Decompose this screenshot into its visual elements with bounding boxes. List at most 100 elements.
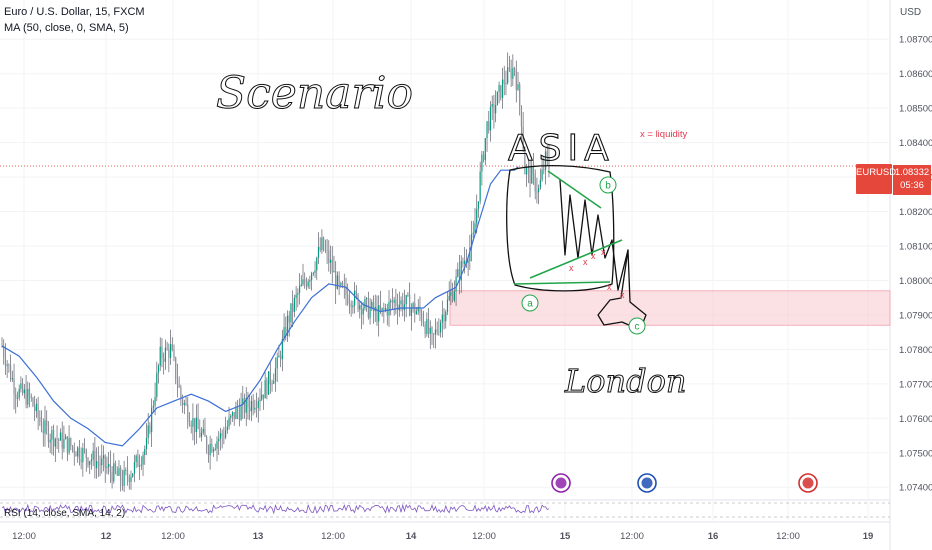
candle-body: [297, 292, 299, 295]
candle-body: [235, 406, 237, 419]
candle-body: [154, 396, 156, 406]
candle-body: [364, 298, 366, 309]
candle-body: [400, 300, 402, 305]
candle-body: [281, 338, 283, 360]
candle-body: [276, 357, 278, 369]
candle-body: [30, 395, 32, 399]
annotation-london: London: [564, 362, 686, 400]
candle-body: [391, 300, 394, 303]
candle-body: [470, 234, 473, 248]
candle-body: [187, 404, 189, 422]
candle-body: [243, 398, 246, 413]
candle-body: [405, 295, 407, 305]
candle-body: [192, 418, 194, 427]
candle-body: [73, 447, 75, 454]
candle-body: [221, 433, 223, 437]
liquidity-x-mark: x: [607, 282, 612, 292]
candle-body: [541, 169, 543, 180]
liquidity-x-mark: x: [569, 263, 574, 273]
candle-body: [436, 329, 438, 332]
candle-body: [486, 121, 488, 139]
candle-body: [524, 149, 526, 175]
y-tick-label: 1.08700: [899, 35, 932, 46]
candle-body: [441, 314, 443, 323]
candles: [1, 52, 550, 492]
candle-body: [28, 388, 31, 396]
wave-marker-circle: [521, 294, 539, 312]
candle-body: [58, 439, 60, 441]
x-tick-label: 12:00: [12, 531, 36, 542]
candle-body: [414, 303, 416, 315]
candle-body: [252, 400, 254, 410]
candle-body: [80, 459, 82, 463]
candle-body: [427, 319, 430, 334]
candle-body: [438, 331, 440, 333]
candle-body: [262, 394, 265, 399]
candle-body: [483, 154, 485, 161]
candle-body: [433, 333, 435, 335]
candle-body: [120, 468, 122, 482]
candle-body: [443, 314, 445, 322]
candle-body: [219, 433, 222, 439]
asia-range-box: [506, 165, 615, 292]
candle-body: [68, 438, 70, 453]
candle-body: [448, 295, 450, 300]
flash-event-icon: [551, 473, 571, 493]
candle-body: [333, 271, 335, 273]
candle-body: [367, 298, 369, 318]
candle-body: [366, 298, 368, 300]
candle-body: [500, 85, 502, 98]
candle-body: [194, 418, 196, 433]
candle-body: [173, 349, 175, 358]
candle-body: [106, 466, 108, 468]
candle-body: [453, 291, 455, 301]
x-tick-label: 12:00: [321, 531, 345, 542]
candle-body: [273, 381, 275, 384]
candle-body: [92, 450, 94, 460]
x-tick-label: 12:00: [161, 531, 185, 542]
candle-body: [156, 372, 158, 397]
candle-body: [543, 169, 545, 171]
candle-body: [360, 304, 363, 315]
candle-body: [290, 303, 292, 323]
candle-body: [178, 384, 180, 388]
candle-body: [259, 399, 261, 402]
candle-body: [151, 407, 153, 433]
candle-body: [393, 299, 395, 303]
candle-body: [455, 276, 457, 292]
symbol-legend[interactable]: Euro / U.S. Dollar, 15, FXCM: [4, 6, 145, 18]
candle-body: [166, 347, 168, 350]
candle-body: [419, 306, 421, 313]
candle-body: [200, 432, 203, 437]
candle-body: [22, 383, 24, 394]
candle-body: [90, 459, 93, 462]
candle-body: [383, 307, 385, 310]
candle-body: [250, 400, 252, 412]
upper-trendline: [547, 170, 602, 209]
london-sweep-path: [597, 249, 647, 331]
candle-body: [133, 461, 136, 474]
candle-body: [77, 447, 79, 457]
candle-body: [328, 250, 330, 263]
candle-body: [403, 304, 406, 311]
candle-body: [42, 430, 44, 434]
candle-body: [39, 417, 41, 422]
candle-body: [407, 294, 409, 296]
candle-body: [529, 167, 531, 184]
candle-body: [467, 261, 469, 263]
candle-body: [395, 299, 397, 306]
candle-body: [522, 126, 524, 150]
liquidity-zone: [449, 290, 891, 326]
candle-body: [101, 458, 103, 466]
candle-body: [398, 304, 400, 311]
y-tick-label: 1.08600: [899, 69, 932, 80]
candle-body: [340, 282, 342, 285]
candle-body: [97, 461, 99, 464]
candle-body: [434, 329, 437, 335]
candle-body: [4, 356, 7, 366]
candle-body: [446, 299, 449, 313]
ma-legend[interactable]: MA (50, close, 0, SMA, 5): [4, 22, 129, 34]
candle-body: [11, 378, 13, 380]
